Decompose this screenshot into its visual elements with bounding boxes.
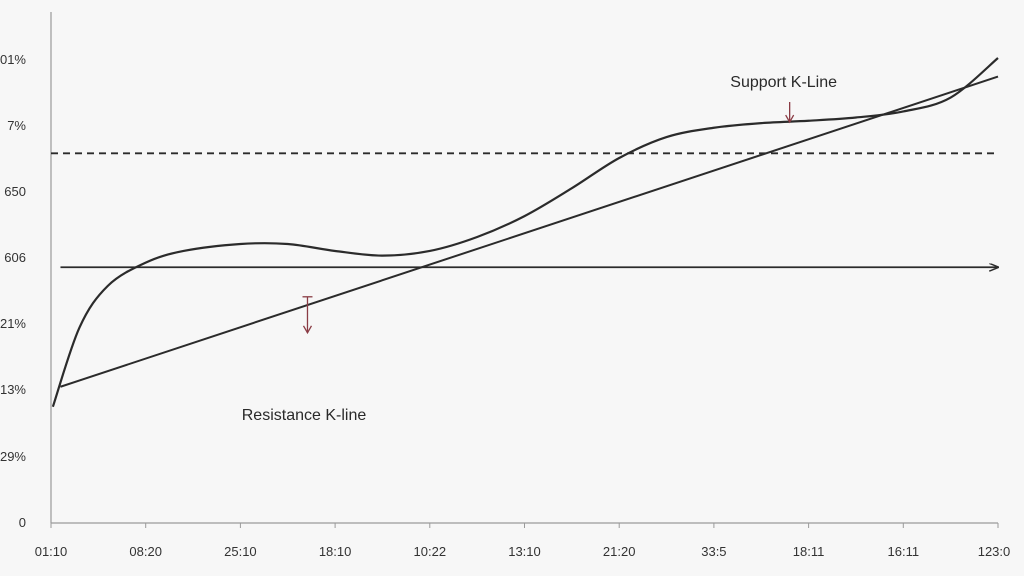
x-tick-label: 18:10	[319, 544, 352, 559]
x-tick-label: 123:0	[978, 544, 1011, 559]
x-tick-label: 16:11	[888, 544, 920, 559]
y-tick-label: 13%	[0, 382, 26, 397]
y-tick-label: 01%	[0, 52, 26, 67]
y-tick-label: 21%	[0, 316, 26, 331]
y-tick-label: 606	[4, 250, 26, 265]
x-tick-label: 33:5	[701, 544, 726, 559]
x-tick-label: 08:20	[129, 544, 162, 559]
y-tick-label: 0	[19, 515, 26, 530]
y-tick-label: 650	[4, 184, 26, 199]
x-tick-label: 25:10	[224, 544, 257, 559]
x-axis-ticks: 01:10 08:20 25:10 18:10 10:22 13:10 21:20 33:5 1…	[35, 523, 1011, 559]
resistance-annotation-arrowhead	[302, 325, 313, 335]
x-tick-label: 01:10	[35, 544, 68, 559]
x-tick-label: 18:11	[793, 544, 825, 559]
trend-series-line	[60, 75, 999, 388]
y-tick-label: 7%	[7, 118, 26, 133]
series-layer	[51, 57, 999, 408]
annotations: Support K-Line Resistance K-line	[242, 74, 837, 424]
resistance-k-line-label: Resistance K-line	[242, 407, 367, 424]
y-tick-label: 29%	[0, 449, 26, 464]
support-annotation-arrowhead	[785, 114, 795, 124]
curve-series-line	[51, 57, 999, 408]
support-k-line-label: Support K-Line	[730, 74, 837, 91]
x-tick-label: 13:10	[508, 544, 541, 559]
reference-lines	[51, 152, 998, 267]
x-tick-label: 10:22	[414, 544, 447, 559]
y-axis-ticks: 0 29% 13% 21% 606 650 7% 01%	[0, 52, 26, 530]
x-tick-label: 21:20	[603, 544, 636, 559]
